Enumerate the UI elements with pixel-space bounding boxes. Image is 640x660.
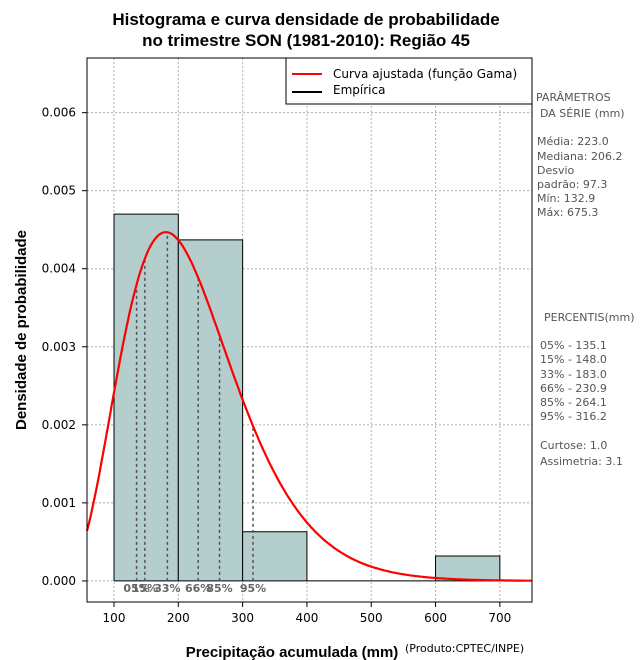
gamma-curve: [85, 231, 532, 582]
legend: Curva ajustada (função Gama) Empírica: [285, 57, 533, 105]
params-title-2: DA SÉRIE (mm): [540, 107, 625, 120]
pct-95: 95% - 316.2: [540, 410, 607, 423]
histogram-bar: [242, 531, 307, 581]
stat-media: Média: 223.0: [537, 135, 609, 148]
gamma-curve-line: [85, 231, 532, 582]
params-title-1: PARÂMETROS: [536, 91, 611, 104]
x-tick-label: 400: [295, 611, 318, 625]
percentile-labels: 05%15%33% 66%85% 95%: [123, 582, 266, 595]
credit-text: (Produto:CPTEC/INPE): [405, 642, 524, 655]
pct-33: 33% - 183.0: [540, 368, 607, 381]
y-tick-label: 0.001: [42, 496, 76, 510]
stat-padrao: padrão: 97.3: [537, 178, 607, 191]
percentile-label: 85%: [206, 582, 232, 595]
y-axis-ticks: 0.000 0.001 0.002 0.003 0.004 0.005 0.006: [42, 106, 87, 588]
empirical-step: [177, 239, 244, 581]
pct-85: 85% - 264.1: [540, 396, 607, 409]
y-tick-label: 0.004: [42, 262, 76, 276]
empirical-step: [242, 531, 308, 581]
stat-curtose: Curtose: 1.0: [540, 439, 607, 452]
x-axis-label: Precipitação acumulada (mm): [186, 644, 399, 660]
percentile-label: 15%: [132, 582, 158, 595]
side-panel: PARÂMETROS DA SÉRIE (mm) Média: 223.0 Me…: [536, 91, 635, 468]
histogram-bar: [178, 239, 243, 581]
y-axis-label: Densidade de probabilidade: [13, 230, 30, 430]
percentile-lines: [135, 232, 254, 581]
histogram-bars: [113, 213, 501, 582]
legend-box: [285, 57, 533, 105]
pct-66: 66% - 230.9: [540, 382, 607, 395]
legend-label-empirical: Empírica: [333, 83, 385, 97]
y-tick-label: 0.002: [42, 418, 76, 432]
x-tick-label: 500: [360, 611, 383, 625]
chart-subtitle: no trimestre SON (1981-2010): Região 45: [142, 31, 470, 50]
percentile-label: 66%: [185, 582, 211, 595]
stat-max: Máx: 675.3: [537, 206, 598, 219]
empirical-step: [435, 555, 501, 581]
x-tick-label: 200: [167, 611, 190, 625]
pct-05: 05% - 135.1: [540, 339, 607, 352]
pct-15: 15% - 148.0: [540, 353, 607, 366]
histogram-bar: [435, 555, 500, 581]
stat-mediana: Mediana: 206.2: [537, 150, 622, 163]
chart-title: Histograma e curva densidade de probabil…: [112, 10, 499, 29]
histogram-bar: [114, 214, 179, 581]
legend-label-curve: Curva ajustada (função Gama): [333, 67, 517, 81]
x-tick-label: 700: [488, 611, 511, 625]
y-tick-label: 0.005: [42, 184, 76, 198]
percentis-title: PERCENTIS(mm): [544, 311, 635, 324]
percentile-label: 33%: [154, 582, 180, 595]
y-tick-label: 0.000: [42, 574, 76, 588]
y-tick-label: 0.003: [42, 340, 76, 354]
x-tick-label: 600: [424, 611, 447, 625]
stat-min: Mín: 132.9: [537, 192, 595, 205]
percentile-label: 05%: [123, 582, 149, 595]
x-tick-label: 100: [103, 611, 126, 625]
stat-assimetria: Assimetria: 3.1: [540, 455, 623, 468]
y-tick-label: 0.006: [42, 106, 76, 120]
percentile-label: 95%: [240, 582, 266, 595]
stat-desvio: Desvio: [537, 164, 575, 177]
x-tick-label: 300: [231, 611, 254, 625]
x-axis-ticks: 100 200 300 400 500 600 700: [103, 602, 511, 625]
